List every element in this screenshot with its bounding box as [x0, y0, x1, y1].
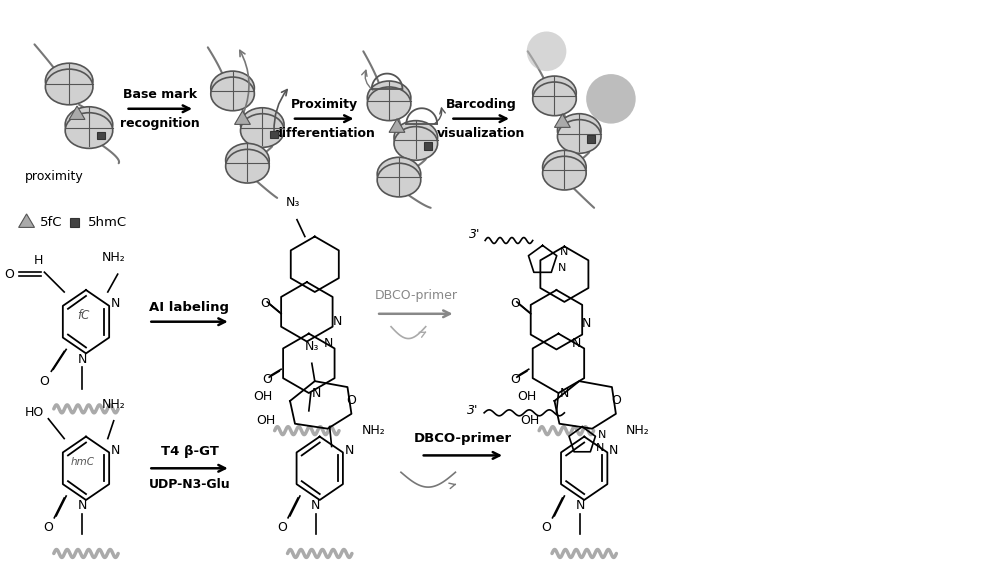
Text: UDP-N3-Glu: UDP-N3-Glu [149, 478, 231, 491]
Text: N: N [333, 315, 342, 328]
Text: N: N [560, 247, 569, 257]
Text: N: N [77, 353, 87, 366]
Ellipse shape [377, 163, 421, 197]
Text: N: N [560, 386, 569, 399]
Text: N: N [111, 444, 120, 457]
Text: O: O [39, 375, 49, 388]
Text: hmC: hmC [71, 457, 95, 467]
Text: O: O [43, 521, 53, 534]
Polygon shape [235, 111, 250, 125]
Text: NH₂: NH₂ [102, 398, 126, 411]
Text: Proximity: Proximity [291, 98, 358, 111]
Polygon shape [554, 114, 570, 127]
Text: N: N [609, 444, 619, 457]
Text: AI labeling: AI labeling [149, 301, 229, 314]
Text: O: O [510, 372, 520, 386]
Text: N: N [572, 337, 581, 350]
Ellipse shape [65, 113, 113, 148]
Circle shape [527, 31, 566, 71]
Ellipse shape [211, 77, 254, 111]
Text: N: N [596, 443, 604, 453]
Text: O: O [611, 395, 621, 407]
Ellipse shape [533, 82, 576, 116]
Text: OH: OH [253, 391, 272, 403]
Text: 5hmC: 5hmC [88, 216, 127, 229]
Text: 3': 3' [467, 404, 478, 417]
Text: DBCO-primer: DBCO-primer [374, 289, 457, 302]
Ellipse shape [394, 120, 438, 154]
Text: O: O [542, 521, 551, 534]
Text: N: N [558, 263, 567, 273]
Text: N: N [345, 444, 354, 457]
Text: NH₂: NH₂ [102, 251, 126, 264]
Text: DBCO-primer: DBCO-primer [413, 431, 511, 445]
Text: N: N [111, 297, 120, 310]
Ellipse shape [45, 63, 93, 99]
Text: Barcoding: Barcoding [446, 98, 517, 111]
Text: N₃: N₃ [305, 340, 319, 353]
Ellipse shape [533, 76, 576, 110]
Text: H: H [34, 254, 43, 267]
Text: fC: fC [77, 309, 89, 322]
Text: recognition: recognition [120, 116, 200, 130]
Text: O: O [4, 268, 14, 281]
Polygon shape [389, 119, 405, 132]
Bar [70, 218, 79, 227]
Text: O: O [262, 372, 272, 386]
Bar [587, 136, 595, 143]
Text: HO: HO [25, 406, 44, 419]
Ellipse shape [557, 113, 601, 147]
Text: OH: OH [520, 414, 540, 427]
Text: 3': 3' [469, 228, 480, 241]
Bar [97, 132, 105, 140]
Text: OH: OH [256, 414, 275, 427]
Text: N: N [77, 499, 87, 512]
Polygon shape [19, 214, 34, 228]
Text: N: N [576, 499, 585, 512]
Text: differentiation: differentiation [273, 126, 375, 140]
Ellipse shape [394, 126, 438, 160]
Text: 5fC: 5fC [40, 216, 63, 229]
Ellipse shape [543, 157, 586, 190]
Ellipse shape [45, 69, 93, 105]
Polygon shape [69, 106, 85, 119]
Text: N: N [324, 337, 333, 350]
Circle shape [586, 74, 636, 123]
Ellipse shape [241, 108, 284, 141]
Ellipse shape [557, 120, 601, 153]
Text: N: N [311, 499, 320, 512]
Text: NH₂: NH₂ [626, 424, 650, 437]
Ellipse shape [226, 143, 269, 177]
Ellipse shape [65, 107, 113, 143]
Text: N: N [581, 317, 591, 330]
Text: O: O [260, 297, 270, 310]
Ellipse shape [543, 150, 586, 184]
Text: O: O [277, 521, 287, 534]
Text: N: N [598, 430, 606, 439]
Ellipse shape [211, 71, 254, 105]
Text: OH: OH [517, 391, 537, 403]
Text: N: N [312, 386, 321, 399]
Text: visualization: visualization [437, 126, 525, 140]
Text: O: O [346, 395, 356, 407]
Text: NH₂: NH₂ [361, 424, 385, 437]
Text: Base mark: Base mark [123, 88, 197, 101]
Bar [424, 143, 432, 150]
Text: O: O [510, 297, 520, 310]
Ellipse shape [226, 150, 269, 183]
Ellipse shape [367, 81, 411, 115]
Text: N₃: N₃ [286, 196, 300, 209]
Ellipse shape [241, 113, 284, 147]
Bar [270, 130, 278, 139]
Text: proximity: proximity [25, 170, 84, 183]
Ellipse shape [377, 157, 421, 191]
Ellipse shape [367, 87, 411, 120]
Text: T4 β-GT: T4 β-GT [161, 445, 219, 459]
